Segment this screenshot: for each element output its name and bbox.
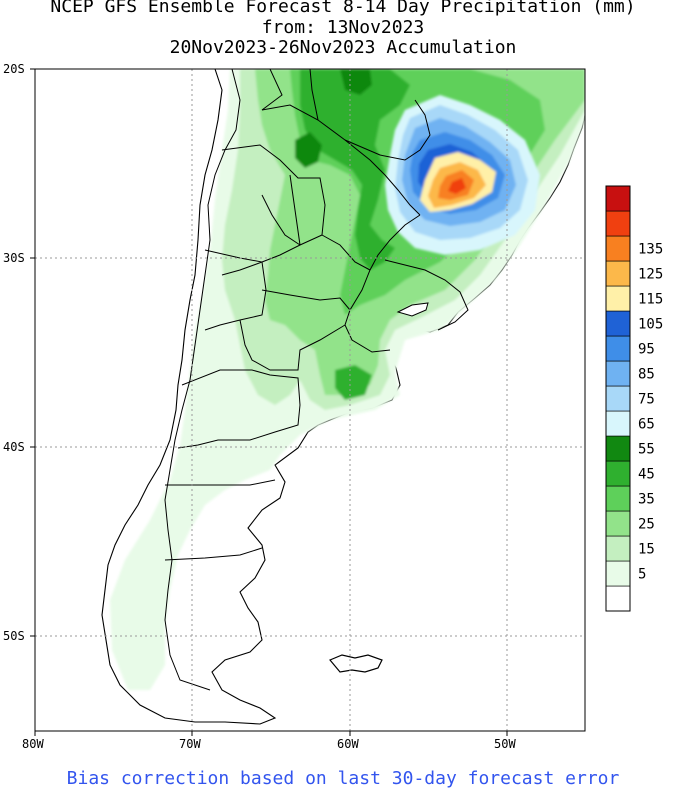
chart-title: NCEP GFS Ensemble Forecast 8-14 Day Prec… bbox=[50, 0, 636, 17]
lat-label-30s: 30S bbox=[3, 251, 25, 265]
border-province-lines-5 bbox=[165, 479, 276, 486]
legend-swatch bbox=[605, 310, 631, 337]
legend-swatch bbox=[605, 460, 631, 487]
legend-label: 5 bbox=[638, 567, 646, 583]
border-paraguay-brazil bbox=[309, 69, 431, 161]
legend-swatch bbox=[605, 410, 631, 437]
lon-label-50w: 50W bbox=[494, 737, 516, 751]
legend-label: 25 bbox=[638, 517, 655, 533]
legend-swatch bbox=[605, 210, 631, 237]
legend-frame bbox=[605, 185, 631, 612]
legend-label: 85 bbox=[638, 367, 655, 383]
border-province-lines-1 bbox=[221, 144, 326, 276]
legend-swatch bbox=[605, 485, 631, 512]
legend-swatch bbox=[605, 235, 631, 262]
legend-swatch bbox=[605, 285, 631, 312]
precip-55mm bbox=[295, 132, 322, 168]
border-province-lines-7 bbox=[261, 174, 301, 246]
precip-45mm bbox=[300, 69, 410, 270]
lat-label-50s: 50S bbox=[3, 629, 25, 643]
lat-label-20s: 20S bbox=[3, 62, 25, 76]
precip-145mm bbox=[448, 178, 466, 194]
border-province-lines-2 bbox=[204, 249, 267, 331]
rio-de-la-plata bbox=[396, 302, 429, 317]
forecast-issue-date: from: 13Nov2023 bbox=[261, 17, 425, 38]
lon-label-70w: 70W bbox=[179, 737, 201, 751]
legend-swatch bbox=[605, 560, 631, 587]
precip-45mm-south bbox=[335, 365, 372, 400]
precip-legend: 5 15 25 35 45 55 65 75 85 95 105 115 125 135 bbox=[605, 185, 663, 612]
lon-label-80w: 80W bbox=[22, 737, 44, 751]
legend-swatch bbox=[605, 435, 631, 462]
lon-ticks bbox=[34, 731, 508, 736]
map-content bbox=[35, 69, 585, 731]
legend-label: 75 bbox=[638, 392, 655, 408]
legend-swatch bbox=[605, 535, 631, 562]
border-uruguay bbox=[384, 259, 469, 331]
lat-ticks bbox=[30, 68, 35, 637]
legend-swatch bbox=[605, 185, 631, 212]
legend-swatch bbox=[605, 360, 631, 387]
legend-label: 65 bbox=[638, 417, 655, 433]
legend-label: 105 bbox=[638, 317, 663, 333]
border-province-lines-3 bbox=[239, 319, 346, 371]
falkland-islands bbox=[329, 654, 383, 673]
legend-swatch bbox=[605, 335, 631, 362]
map-frame bbox=[34, 68, 586, 732]
legend-label: 35 bbox=[638, 492, 655, 508]
border-argentina-bolivia-paraguay bbox=[261, 104, 421, 216]
precip-55mm-north bbox=[340, 69, 372, 95]
lat-axis-labels: 20S 30S 40S 50S bbox=[3, 62, 25, 643]
precip-heavy-core bbox=[385, 95, 540, 255]
legend-label: 125 bbox=[638, 267, 663, 283]
legend-label: 115 bbox=[638, 292, 663, 308]
lat-label-40s: 40S bbox=[3, 440, 25, 454]
grid-lines bbox=[35, 69, 585, 731]
legend-label: 135 bbox=[638, 242, 663, 258]
border-chile-argentina bbox=[164, 69, 241, 691]
border-province-lines-4 bbox=[177, 369, 301, 449]
border-parana-river bbox=[344, 214, 421, 353]
legend-label: 15 bbox=[638, 542, 655, 558]
lon-axis-labels: 80W 70W 60W 50W bbox=[22, 737, 516, 751]
legend-label: 55 bbox=[638, 442, 655, 458]
border-province-lines-6 bbox=[164, 547, 263, 561]
legend-label: 45 bbox=[638, 467, 655, 483]
legend-label: 95 bbox=[638, 342, 655, 358]
lon-label-60w: 60W bbox=[337, 737, 359, 751]
legend-swatch bbox=[605, 260, 631, 287]
bias-correction-note: Bias correction based on last 30-day for… bbox=[66, 768, 620, 789]
accumulation-period: 20Nov2023-26Nov2023 Accumulation bbox=[169, 37, 517, 58]
political-borders bbox=[164, 69, 469, 691]
border-province-lines-8 bbox=[321, 234, 371, 271]
legend-swatch bbox=[605, 385, 631, 412]
legend-swatch bbox=[605, 510, 631, 537]
legend-swatch bbox=[605, 585, 631, 612]
border-province-lines-9 bbox=[261, 289, 351, 311]
border-bolivia-north bbox=[261, 69, 283, 111]
